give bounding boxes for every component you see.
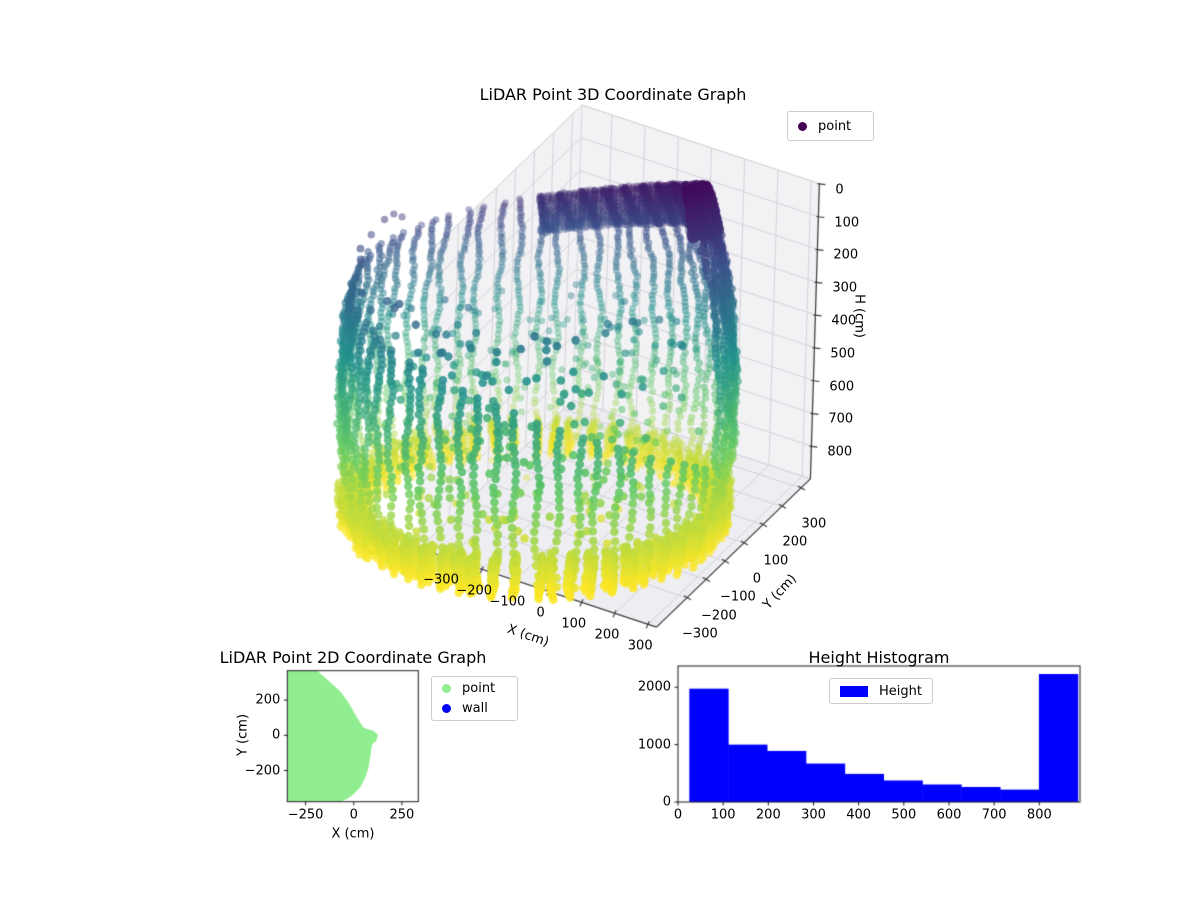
- plot3d-title: LiDAR Point 3D Coordinate Graph: [479, 85, 747, 104]
- point-marker-icon: [798, 121, 807, 131]
- x2d-tick-label: 0: [349, 807, 358, 823]
- y3d-tick-label: −300: [682, 626, 718, 642]
- h3d-tick-label: 800: [827, 444, 853, 460]
- xhist-tick-label: 500: [891, 807, 917, 823]
- x3d-tick-label: −300: [423, 572, 459, 588]
- legend-label: point: [462, 681, 496, 696]
- y3d-tick-label: −200: [701, 608, 737, 624]
- plot2d-ylabel: Y (cm): [235, 713, 251, 757]
- h3d-tick-label: 0: [835, 182, 844, 198]
- hist-title: Height Histogram: [808, 648, 950, 667]
- xhist-tick-label: 400: [846, 807, 872, 823]
- x3d-tick-label: −200: [456, 583, 493, 599]
- x3d-tick-label: 100: [561, 616, 587, 632]
- wall-marker-icon: [442, 704, 451, 713]
- x3d-tick-label: 0: [536, 605, 545, 621]
- hist-legend[interactable]: Height: [829, 678, 933, 704]
- y2d-tick-label: −200: [244, 763, 281, 779]
- h3d-tick-label: 200: [833, 247, 859, 263]
- y2d-tick-label: 200: [255, 692, 281, 708]
- legend-row-point: point: [432, 679, 517, 699]
- plot2d-xlabel: X (cm): [331, 826, 375, 842]
- height-swatch-icon: [840, 685, 868, 697]
- y3d-tick-label: 100: [763, 553, 789, 569]
- point-marker-icon: [442, 684, 451, 693]
- xhist-tick-label: 800: [1026, 807, 1052, 823]
- plot3d-legend[interactable]: point: [787, 111, 874, 141]
- legend-label: Height: [879, 683, 922, 699]
- legend-row-point: point: [788, 116, 873, 136]
- h3d-tick-label: 600: [829, 379, 855, 394]
- x3d-tick-label: −100: [489, 594, 526, 610]
- y3d-tick-label: 0: [752, 571, 762, 587]
- x3d-tick-label: 300: [627, 638, 653, 654]
- h3d-tick-label: 400: [831, 313, 857, 329]
- x3d-tick-label: 200: [594, 627, 620, 643]
- y2d-tick-label: 0: [272, 727, 281, 743]
- y3d-tick-label: −100: [720, 589, 756, 605]
- h3d-tick-label: 100: [834, 215, 860, 230]
- legend-row-height: Height: [830, 681, 932, 701]
- h3d-tick-label: 500: [830, 346, 856, 362]
- plot2d-legend[interactable]: point wall: [431, 676, 518, 721]
- legend-label: wall: [462, 701, 488, 716]
- yhist-tick-label: 1000: [637, 737, 671, 753]
- x2d-tick-label: 250: [389, 807, 415, 823]
- y3d-tick-label: 200: [782, 534, 808, 550]
- legend-label: point: [818, 118, 852, 134]
- legend-row-wall: wall: [432, 699, 517, 719]
- h3d-tick-label: 700: [828, 411, 854, 427]
- y3d-tick-label: 300: [801, 516, 827, 532]
- xhist-tick-label: 100: [710, 807, 736, 823]
- yhist-tick-label: 2000: [637, 679, 671, 695]
- yhist-tick-label: 0: [662, 794, 671, 810]
- xhist-tick-label: 700: [981, 807, 1007, 823]
- xhist-tick-label: 200: [755, 807, 781, 823]
- xhist-tick-label: 300: [801, 807, 826, 823]
- plot2d-title: LiDAR Point 2D Coordinate Graph: [219, 648, 487, 667]
- x2d-tick-label: −250: [287, 807, 324, 823]
- h3d-tick-label: 300: [832, 280, 858, 296]
- xhist-tick-label: 600: [936, 807, 962, 823]
- xhist-tick-label: 0: [673, 807, 683, 823]
